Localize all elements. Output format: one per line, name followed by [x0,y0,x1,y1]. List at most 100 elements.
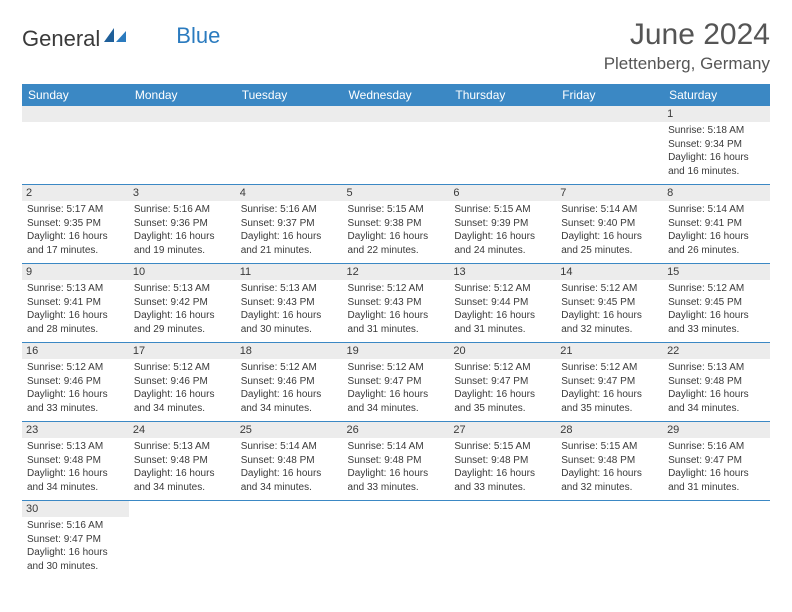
calendar-day-cell: 1 Sunrise: 5:18 AMSunset: 9:34 PMDaylight… [663,106,770,185]
day-number: 1 [663,106,770,122]
calendar-day-cell: 4Sunrise: 5:16 AMSunset: 9:37 PMDaylight… [236,185,343,264]
day-details: Sunrise: 5:16 AMSunset: 9:37 PMDaylight:… [241,203,338,257]
day-number: 10 [129,264,236,280]
day-number: 16 [22,343,129,359]
calendar-day-cell [449,106,556,185]
calendar-day-cell: 8 Sunrise: 5:14 AMSunset: 9:41 PMDaylight… [663,185,770,264]
day-details: Sunrise: 5:14 AMSunset: 9:48 PMDaylight:… [348,440,445,494]
calendar-day-cell [449,501,556,580]
day-details: Sunrise: 5:12 AMSunset: 9:47 PMDaylight:… [348,361,445,415]
day-details: Sunrise: 5:12 AMSunset: 9:44 PMDaylight:… [454,282,551,336]
day-details: Sunrise: 5:12 AMSunset: 9:47 PMDaylight:… [454,361,551,415]
calendar-day-cell: 5Sunrise: 5:15 AMSunset: 9:38 PMDaylight… [343,185,450,264]
calendar-day-cell: 17Sunrise: 5:12 AMSunset: 9:46 PMDayligh… [129,343,236,422]
calendar-week-row: 23 Sunrise: 5:13 AMSunset: 9:48 PMDayligh… [22,422,770,501]
calendar-day-cell: 23 Sunrise: 5:13 AMSunset: 9:48 PMDayligh… [22,422,129,501]
calendar-week-row: 2Sunrise: 5:17 AMSunset: 9:35 PMDaylight… [22,185,770,264]
calendar-week-row: 30 Sunrise: 5:16 AMSunset: 9:47 PMDayligh… [22,501,770,580]
location-text: Plettenberg, Germany [604,54,770,74]
empty-day-header [129,106,236,122]
day-number: 27 [449,422,556,438]
day-details: Sunrise: 5:14 AMSunset: 9:48 PMDaylight:… [241,440,338,494]
day-number: 8 [663,185,770,201]
calendar-day-cell: 26 Sunrise: 5:14 AMSunset: 9:48 PMDayligh… [343,422,450,501]
day-details: Sunrise: 5:12 AMSunset: 9:47 PMDaylight:… [561,361,658,415]
day-details: Sunrise: 5:15 AMSunset: 9:48 PMDaylight:… [561,440,658,494]
day-details: Sunrise: 5:13 AMSunset: 9:48 PMDaylight:… [668,361,765,415]
calendar-body: 1 Sunrise: 5:18 AMSunset: 9:34 PMDaylight… [22,106,770,579]
calendar-week-row: 1 Sunrise: 5:18 AMSunset: 9:34 PMDaylight… [22,106,770,185]
day-details: Sunrise: 5:15 AMSunset: 9:39 PMDaylight:… [454,203,551,257]
calendar-day-cell [663,501,770,580]
header-row: General Blue June 2024 Plettenberg, Germ… [22,18,770,74]
calendar-day-cell [343,106,450,185]
day-details: Sunrise: 5:12 AMSunset: 9:45 PMDaylight:… [668,282,765,336]
day-number: 22 [663,343,770,359]
weekday-header: Tuesday [236,84,343,106]
empty-day-header [22,106,129,122]
empty-day-header [236,106,343,122]
calendar-day-cell: 22 Sunrise: 5:13 AMSunset: 9:48 PMDayligh… [663,343,770,422]
day-details: Sunrise: 5:12 AMSunset: 9:46 PMDaylight:… [241,361,338,415]
day-details: Sunrise: 5:12 AMSunset: 9:45 PMDaylight:… [561,282,658,336]
calendar-day-cell: 7Sunrise: 5:14 AMSunset: 9:40 PMDaylight… [556,185,663,264]
day-number: 20 [449,343,556,359]
calendar-day-cell [129,106,236,185]
day-number: 24 [129,422,236,438]
calendar-day-cell [129,501,236,580]
calendar-day-cell [22,106,129,185]
day-details: Sunrise: 5:13 AMSunset: 9:42 PMDaylight:… [134,282,231,336]
day-details: Sunrise: 5:16 AMSunset: 9:47 PMDaylight:… [668,440,765,494]
day-number: 26 [343,422,450,438]
day-number: 2 [22,185,129,201]
calendar-day-cell: 13 Sunrise: 5:12 AMSunset: 9:44 PMDayligh… [449,264,556,343]
empty-day-header [449,106,556,122]
calendar-page: General Blue June 2024 Plettenberg, Germ… [0,0,792,597]
calendar-day-cell: 11Sunrise: 5:13 AMSunset: 9:43 PMDayligh… [236,264,343,343]
empty-day-header [556,106,663,122]
day-number: 30 [22,501,129,517]
day-number: 15 [663,264,770,280]
day-number: 9 [22,264,129,280]
day-details: Sunrise: 5:13 AMSunset: 9:41 PMDaylight:… [27,282,124,336]
calendar-day-cell: 25 Sunrise: 5:14 AMSunset: 9:48 PMDayligh… [236,422,343,501]
day-number: 25 [236,422,343,438]
day-details: Sunrise: 5:14 AMSunset: 9:40 PMDaylight:… [561,203,658,257]
calendar-day-cell: 21Sunrise: 5:12 AMSunset: 9:47 PMDayligh… [556,343,663,422]
day-number: 14 [556,264,663,280]
weekday-header: Sunday [22,84,129,106]
day-details: Sunrise: 5:14 AMSunset: 9:41 PMDaylight:… [668,203,765,257]
calendar-day-cell: 9 Sunrise: 5:13 AMSunset: 9:41 PMDaylight… [22,264,129,343]
day-details: Sunrise: 5:16 AMSunset: 9:36 PMDaylight:… [134,203,231,257]
day-number: 18 [236,343,343,359]
weekday-header: Friday [556,84,663,106]
day-number: 28 [556,422,663,438]
calendar-day-cell: 14 Sunrise: 5:12 AMSunset: 9:45 PMDayligh… [556,264,663,343]
calendar-week-row: 9 Sunrise: 5:13 AMSunset: 9:41 PMDaylight… [22,264,770,343]
brand-logo: General Blue [22,24,220,54]
brand-part1: General [22,26,100,52]
day-details: Sunrise: 5:16 AMSunset: 9:47 PMDaylight:… [27,519,124,573]
calendar-table: SundayMondayTuesdayWednesdayThursdayFrid… [22,84,770,579]
calendar-day-cell: 16 Sunrise: 5:12 AMSunset: 9:46 PMDayligh… [22,343,129,422]
day-details: Sunrise: 5:13 AMSunset: 9:43 PMDaylight:… [241,282,338,336]
day-number: 29 [663,422,770,438]
day-number: 23 [22,422,129,438]
calendar-day-cell: 18 Sunrise: 5:12 AMSunset: 9:46 PMDayligh… [236,343,343,422]
calendar-day-cell: 29 Sunrise: 5:16 AMSunset: 9:47 PMDayligh… [663,422,770,501]
calendar-day-cell: 24Sunrise: 5:13 AMSunset: 9:48 PMDayligh… [129,422,236,501]
calendar-day-cell: 27 Sunrise: 5:15 AMSunset: 9:48 PMDayligh… [449,422,556,501]
day-number: 13 [449,264,556,280]
day-details: Sunrise: 5:13 AMSunset: 9:48 PMDaylight:… [27,440,124,494]
calendar-day-cell: 3 Sunrise: 5:16 AMSunset: 9:36 PMDaylight… [129,185,236,264]
day-details: Sunrise: 5:12 AMSunset: 9:46 PMDaylight:… [27,361,124,415]
brand-part2: Blue [176,23,220,49]
day-details: Sunrise: 5:15 AMSunset: 9:48 PMDaylight:… [454,440,551,494]
weekday-header-row: SundayMondayTuesdayWednesdayThursdayFrid… [22,84,770,106]
calendar-day-cell [556,501,663,580]
title-block: June 2024 Plettenberg, Germany [604,18,770,74]
calendar-day-cell [343,501,450,580]
calendar-day-cell [556,106,663,185]
day-details: Sunrise: 5:18 AMSunset: 9:34 PMDaylight:… [668,124,765,178]
day-number: 3 [129,185,236,201]
